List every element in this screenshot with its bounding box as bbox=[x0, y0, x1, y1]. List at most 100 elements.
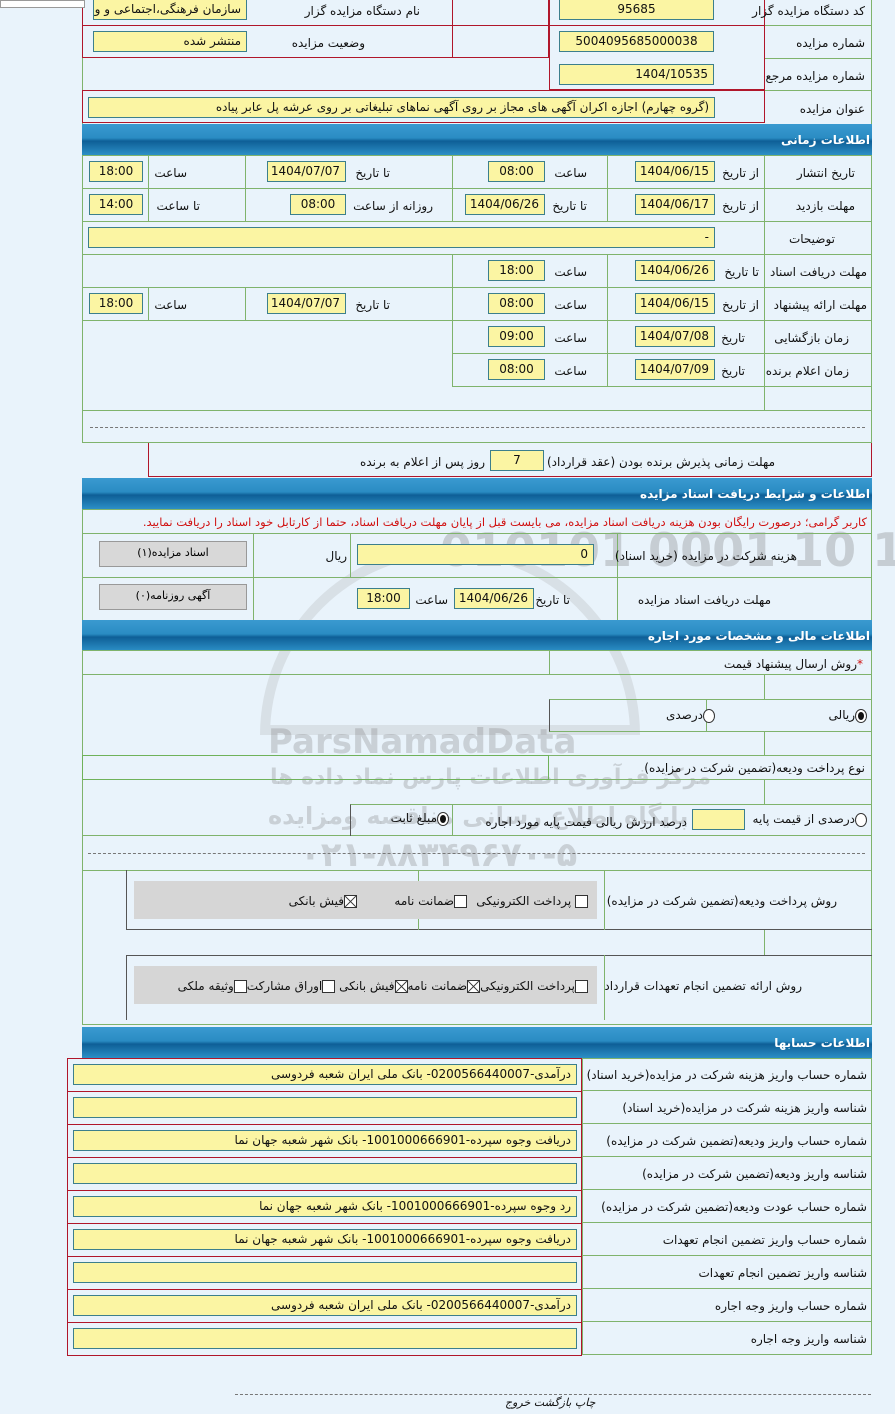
checkbox-checked-icon[interactable] bbox=[394, 980, 408, 993]
account-label: شماره حساب واریز تضمین انجام تعهدات bbox=[662, 1233, 867, 1247]
date-label: تاریخ bbox=[721, 364, 745, 378]
winner-time[interactable]: 08:00 bbox=[488, 359, 545, 380]
publish-from-date[interactable]: 1404/06/15 bbox=[635, 161, 715, 182]
org-name-label: نام دستگاه مزایده گزار bbox=[304, 4, 420, 18]
ref-no-field[interactable]: 1404/10535 bbox=[559, 64, 714, 85]
doc-deadline-date[interactable]: 1404/06/26 bbox=[635, 260, 715, 281]
visit-label: مهلت بازدید bbox=[795, 199, 855, 213]
account-value-field[interactable] bbox=[73, 1097, 577, 1118]
visit-daily-from[interactable]: 08:00 bbox=[290, 194, 346, 215]
guarantee-method-box bbox=[134, 966, 597, 1004]
status-label: وضعیت مزایده bbox=[291, 36, 365, 50]
checkbox-label: پرداخت الکترونیکی bbox=[480, 979, 575, 993]
deposit-type-label: نوع پرداخت ودیعه(تضمین شرکت در مزایده) bbox=[644, 761, 865, 775]
rial-radio[interactable]: ریالی bbox=[829, 707, 867, 723]
publish-to-date[interactable]: 1404/07/07 bbox=[267, 161, 346, 182]
account-value-field[interactable] bbox=[73, 1163, 577, 1184]
financial-header: اطلاعات مالی و مشخصات مورد اجاره bbox=[82, 620, 872, 651]
publish-from-time[interactable]: 08:00 bbox=[488, 161, 545, 182]
back-link[interactable]: بازگشت bbox=[533, 1396, 572, 1409]
opening-time[interactable]: 09:00 bbox=[488, 326, 545, 347]
price-method-options bbox=[549, 699, 872, 732]
time-label: ساعت bbox=[415, 593, 448, 607]
to-date-label: تا تاریخ bbox=[535, 593, 570, 607]
time-label: ساعت bbox=[554, 298, 587, 312]
bid-from-date[interactable]: 1404/06/15 bbox=[635, 293, 715, 314]
required-mark: * bbox=[857, 657, 863, 671]
doc-deadline-label: مهلت دریافت اسناد bbox=[769, 265, 867, 279]
deposit-method-electronic[interactable]: پرداخت الکترونیکی bbox=[476, 893, 588, 909]
opening-date[interactable]: 1404/07/08 bbox=[635, 326, 715, 347]
checkbox-icon[interactable] bbox=[233, 980, 247, 993]
divider-row bbox=[82, 410, 872, 443]
bid-from-time[interactable]: 08:00 bbox=[488, 293, 545, 314]
checkbox-checked-icon[interactable] bbox=[467, 980, 481, 993]
guarantee-label: روش ارائه تضمین انجام تعهدات قرارداد bbox=[604, 979, 802, 993]
account-value-field[interactable] bbox=[73, 1262, 577, 1283]
time-label: ساعت bbox=[554, 265, 587, 279]
account-label: شناسه واریز ودیعه(تضمین شرکت در مزایده) bbox=[642, 1167, 867, 1181]
visit-to-date[interactable]: 1404/06/26 bbox=[465, 194, 545, 215]
bid-to-date[interactable]: 1404/07/07 bbox=[267, 293, 346, 314]
checkbox-icon[interactable] bbox=[575, 980, 588, 993]
visit-daily-to[interactable]: 14:00 bbox=[89, 194, 143, 215]
footer-links: چاپ بازگشت خروج bbox=[505, 1395, 595, 1411]
account-value-field[interactable] bbox=[73, 1328, 577, 1349]
winner-date[interactable]: 1404/07/09 bbox=[635, 359, 715, 380]
from-date-label: از تاریخ bbox=[722, 199, 759, 213]
org-name-field[interactable]: سازمان فرهنگی،اجتماعی و و bbox=[93, 0, 247, 20]
checkbox-label: ضمانت نامه bbox=[407, 979, 468, 993]
org-code-label: کد دستگاه مزایده گزار bbox=[752, 4, 865, 18]
docs-deadline-time[interactable]: 18:00 bbox=[357, 588, 410, 609]
account-value-cell bbox=[67, 1322, 582, 1356]
date-label: تاریخ bbox=[721, 331, 745, 345]
rial-label: ریالی bbox=[828, 708, 855, 722]
percent-radio[interactable]: درصدی bbox=[666, 707, 715, 723]
fee-field[interactable]: 0 bbox=[357, 544, 594, 565]
visit-from-date[interactable]: 1404/06/17 bbox=[635, 194, 715, 215]
checkbox-icon[interactable] bbox=[322, 980, 336, 993]
fixed-amount-radio[interactable]: مبلغ ثابت bbox=[391, 810, 449, 826]
percent-of-base-field[interactable] bbox=[692, 809, 745, 830]
fixed-amount-label: مبلغ ثابت bbox=[390, 811, 437, 825]
auction-docs-button[interactable]: اسناد مزایده(۱) bbox=[99, 541, 247, 567]
deposit-method-guarantee[interactable]: ضمانت نامه bbox=[394, 893, 467, 909]
deadline-label: مهلت دریافت اسناد مزایده bbox=[637, 593, 771, 607]
print-link[interactable]: چاپ bbox=[574, 1396, 596, 1409]
checkbox-icon bbox=[575, 895, 588, 908]
notes-field[interactable]: - bbox=[88, 227, 715, 248]
bid-to-time[interactable]: 18:00 bbox=[89, 293, 143, 314]
doc-deadline-time[interactable]: 18:00 bbox=[488, 260, 545, 281]
price-method-label: *روش ارسال پیشنهاد قیمت bbox=[724, 656, 863, 672]
partial-widget bbox=[0, 0, 85, 8]
radio-icon bbox=[855, 812, 867, 827]
deposit-method-bank-receipt[interactable]: فیش بانکی bbox=[289, 893, 357, 909]
account-label: شماره حساب واریز وجه اجاره bbox=[714, 1299, 867, 1313]
org-code-field[interactable]: 95685 bbox=[559, 0, 714, 20]
status-field[interactable]: منتشر شده bbox=[93, 31, 247, 52]
acceptance-suffix: روز پس از اعلام به برنده bbox=[360, 455, 485, 469]
account-label-cell bbox=[582, 1157, 872, 1190]
account-value-field[interactable]: رد وجوه سپرده-1001000666901- بانک شهر شع… bbox=[73, 1196, 577, 1217]
checkbox-label: ضمانت نامه bbox=[394, 894, 454, 908]
timing-header: اطلاعات زمانی bbox=[82, 124, 872, 155]
publish-to-time[interactable]: 18:00 bbox=[89, 161, 143, 182]
to-time-label: تا ساعت bbox=[156, 199, 200, 213]
account-label: شناسه واریز هزینه شرکت در مزایده(خرید اس… bbox=[622, 1101, 867, 1115]
account-value-field[interactable]: درآمدی-0200566440007- بانک ملی ایران شعب… bbox=[73, 1064, 577, 1085]
docs-deadline-date[interactable]: 1404/06/26 bbox=[454, 588, 534, 609]
account-value-field[interactable]: دریافت وجوه سپرده-1001000666901- بانک شه… bbox=[73, 1130, 577, 1151]
exit-link[interactable]: خروج bbox=[505, 1396, 531, 1409]
docs-notice: کاربر گرامی؛ درصورت رایگان بودن هزینه در… bbox=[142, 515, 867, 529]
account-value-field[interactable]: دریافت وجوه سپرده-1001000666901- بانک شه… bbox=[73, 1229, 577, 1250]
acceptance-days[interactable]: 7 bbox=[490, 450, 544, 471]
title-field[interactable]: (گروه چهارم) اجازه اکران آگهی های مجاز ب… bbox=[88, 97, 715, 118]
percent-of-base-radio[interactable]: درصدی از قیمت پایه bbox=[753, 811, 867, 827]
to-date-label: تا تاریخ bbox=[552, 199, 587, 213]
account-value-field[interactable]: درآمدی-0200566440007- بانک ملی ایران شعب… bbox=[73, 1295, 577, 1316]
auction-no-field[interactable]: 5004095685000038 bbox=[559, 31, 714, 52]
account-label-cell bbox=[582, 1256, 872, 1289]
newspaper-ad-button[interactable]: آگهی روزنامه(۰) bbox=[99, 584, 247, 610]
checkbox-label: وثیقه ملکی bbox=[177, 979, 234, 993]
from-date-label: از تاریخ bbox=[722, 298, 759, 312]
